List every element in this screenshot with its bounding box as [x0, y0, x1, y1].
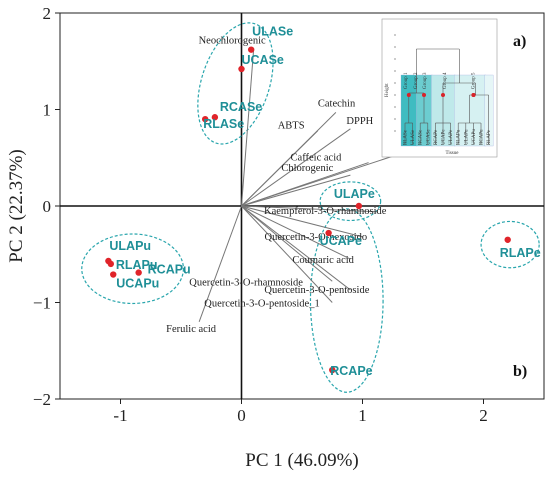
score-label: RLAPu: [116, 258, 158, 272]
cluster-ellipse: [81, 233, 185, 305]
loading-label: Quercetin-3-O-hexosido: [265, 232, 368, 243]
cluster-ellipse: [309, 208, 384, 393]
inset-y-label: Height: [385, 83, 390, 97]
score-point: [247, 46, 255, 53]
inset-leaf-label: UCASe: [426, 129, 431, 145]
loading-vector: [241, 49, 255, 207]
score-points: [105, 46, 511, 374]
inset-group-label: Group 4: [443, 72, 448, 89]
y-tick-label: −2: [33, 390, 51, 409]
inset-leaf-label: UCAPe: [442, 129, 447, 145]
score-point: [211, 114, 219, 121]
inset-group-label: Group 3: [423, 72, 428, 89]
score-label: RCAPu: [148, 263, 191, 277]
score-point: [329, 366, 336, 374]
score-point: [504, 236, 511, 243]
loading-labels: NeochlorogenicCatechinDPPHABTSTPCCaffeic…: [166, 36, 411, 335]
loading-vector: [241, 205, 333, 282]
y-tick-label: 0: [43, 197, 52, 216]
score-label: UCASe: [242, 53, 284, 67]
loading-vector: [241, 205, 363, 238]
loading-label: Quercetin-3-O-pentoside: [264, 285, 369, 296]
x-tick-label: 2: [479, 406, 488, 425]
x-tick-label: -1: [113, 406, 127, 425]
score-label: RCAPe: [330, 364, 372, 378]
axis-ticks: -1 0 1 2 −2 −1 0 1 2: [33, 4, 488, 425]
inset-leaf-label: ULAPe: [449, 129, 454, 145]
score-point: [325, 229, 332, 237]
y-tick-label: −1: [33, 294, 51, 313]
loading-label: Kaempferol-3-O-rhamnoside: [264, 206, 387, 217]
y-tick-label: 2: [43, 4, 52, 23]
score-labels: ULASeUCASeRCASeRLASeULAPeUCAPeRCAPeRLAPe…: [109, 25, 540, 378]
score-label: ULASe: [252, 25, 293, 39]
score-label: ULAPu: [109, 239, 151, 253]
score-point: [135, 269, 142, 276]
loading-vector: [241, 205, 333, 303]
inset-leaf-label: ULAPu: [464, 129, 469, 145]
loading-vector: [198, 205, 242, 322]
cluster-ellipse: [197, 22, 274, 145]
score-label: RLASe: [203, 117, 244, 131]
y-axis-title: PC 2 (22.37%): [6, 149, 27, 262]
inset-group-dot: [441, 93, 445, 97]
score-label: RCASe: [220, 100, 262, 114]
score-point: [355, 202, 363, 210]
score-label: UCAPu: [116, 277, 159, 291]
loading-label: DPPH: [346, 116, 373, 127]
panel-label-b: b): [513, 363, 527, 380]
loading-vector: [241, 205, 351, 260]
loading-vector: [241, 174, 351, 207]
inset-leaf-label: RLASe: [404, 129, 409, 145]
loading-vector: [241, 128, 351, 207]
inset-leaf-label: ULASe: [411, 129, 416, 145]
score-label: ULAPe: [334, 187, 375, 201]
cluster-ellipses: [81, 22, 540, 393]
loading-vector: [241, 205, 378, 213]
x-axis-title: PC 1 (46.09%): [245, 450, 358, 471]
score-point: [107, 260, 115, 268]
x-tick-label: 0: [237, 406, 246, 425]
loading-label: Catechin: [318, 98, 356, 109]
loading-label: Coumaric acid: [292, 255, 354, 266]
loading-label: Ferulic acid: [166, 324, 217, 335]
loading-label: Chlorogenic: [281, 163, 333, 174]
cluster-ellipse: [319, 181, 382, 222]
loading-vectors: [198, 49, 409, 322]
inset-leaf-label: RLAPu: [457, 129, 462, 145]
inset-leaf-label: RCASe: [419, 129, 424, 145]
inset-group-label: Group 1: [404, 72, 409, 89]
inset-leaf-label: RCAPe: [434, 129, 439, 145]
inset-group-dot: [406, 93, 411, 97]
loading-label: Quercetin-3-O-rhamnoside: [189, 277, 303, 288]
inset-group-dot: [422, 93, 426, 97]
inset-leaf-label: RLAPe: [487, 129, 492, 145]
y-tick-label: 1: [43, 101, 52, 120]
score-label: RLAPe: [500, 246, 541, 260]
inset-x-label: Tissue: [446, 151, 460, 156]
score-point: [110, 271, 117, 278]
dendrogram-inset: Group 1 Group 2 Group 3 Group 4 Group 5 RLASe…: [381, 18, 498, 158]
loading-vector: [241, 205, 351, 291]
inset-leaf-label: RCAPu: [480, 129, 485, 145]
inset-group-label: Group 2: [414, 72, 419, 89]
loading-vector: [241, 130, 319, 207]
inset-leaf-label: UCAPu: [472, 129, 477, 145]
inset-group-dot: [471, 93, 476, 97]
loading-label: Quercetin-3-O-pentoside_1: [204, 299, 319, 310]
x-tick-label: 1: [358, 406, 367, 425]
loading-vector: [241, 162, 369, 207]
score-point: [202, 115, 209, 123]
score-label: UCAPe: [320, 234, 362, 248]
inset-group-label: Group 5: [472, 72, 477, 89]
cluster-ellipse: [480, 220, 540, 269]
loading-label: ABTS: [278, 121, 305, 132]
loading-label: Neochlorogenic: [199, 36, 266, 47]
score-point: [238, 65, 245, 73]
panel-label-a: a): [513, 33, 526, 50]
loading-label: Caffeic acid: [291, 153, 343, 164]
